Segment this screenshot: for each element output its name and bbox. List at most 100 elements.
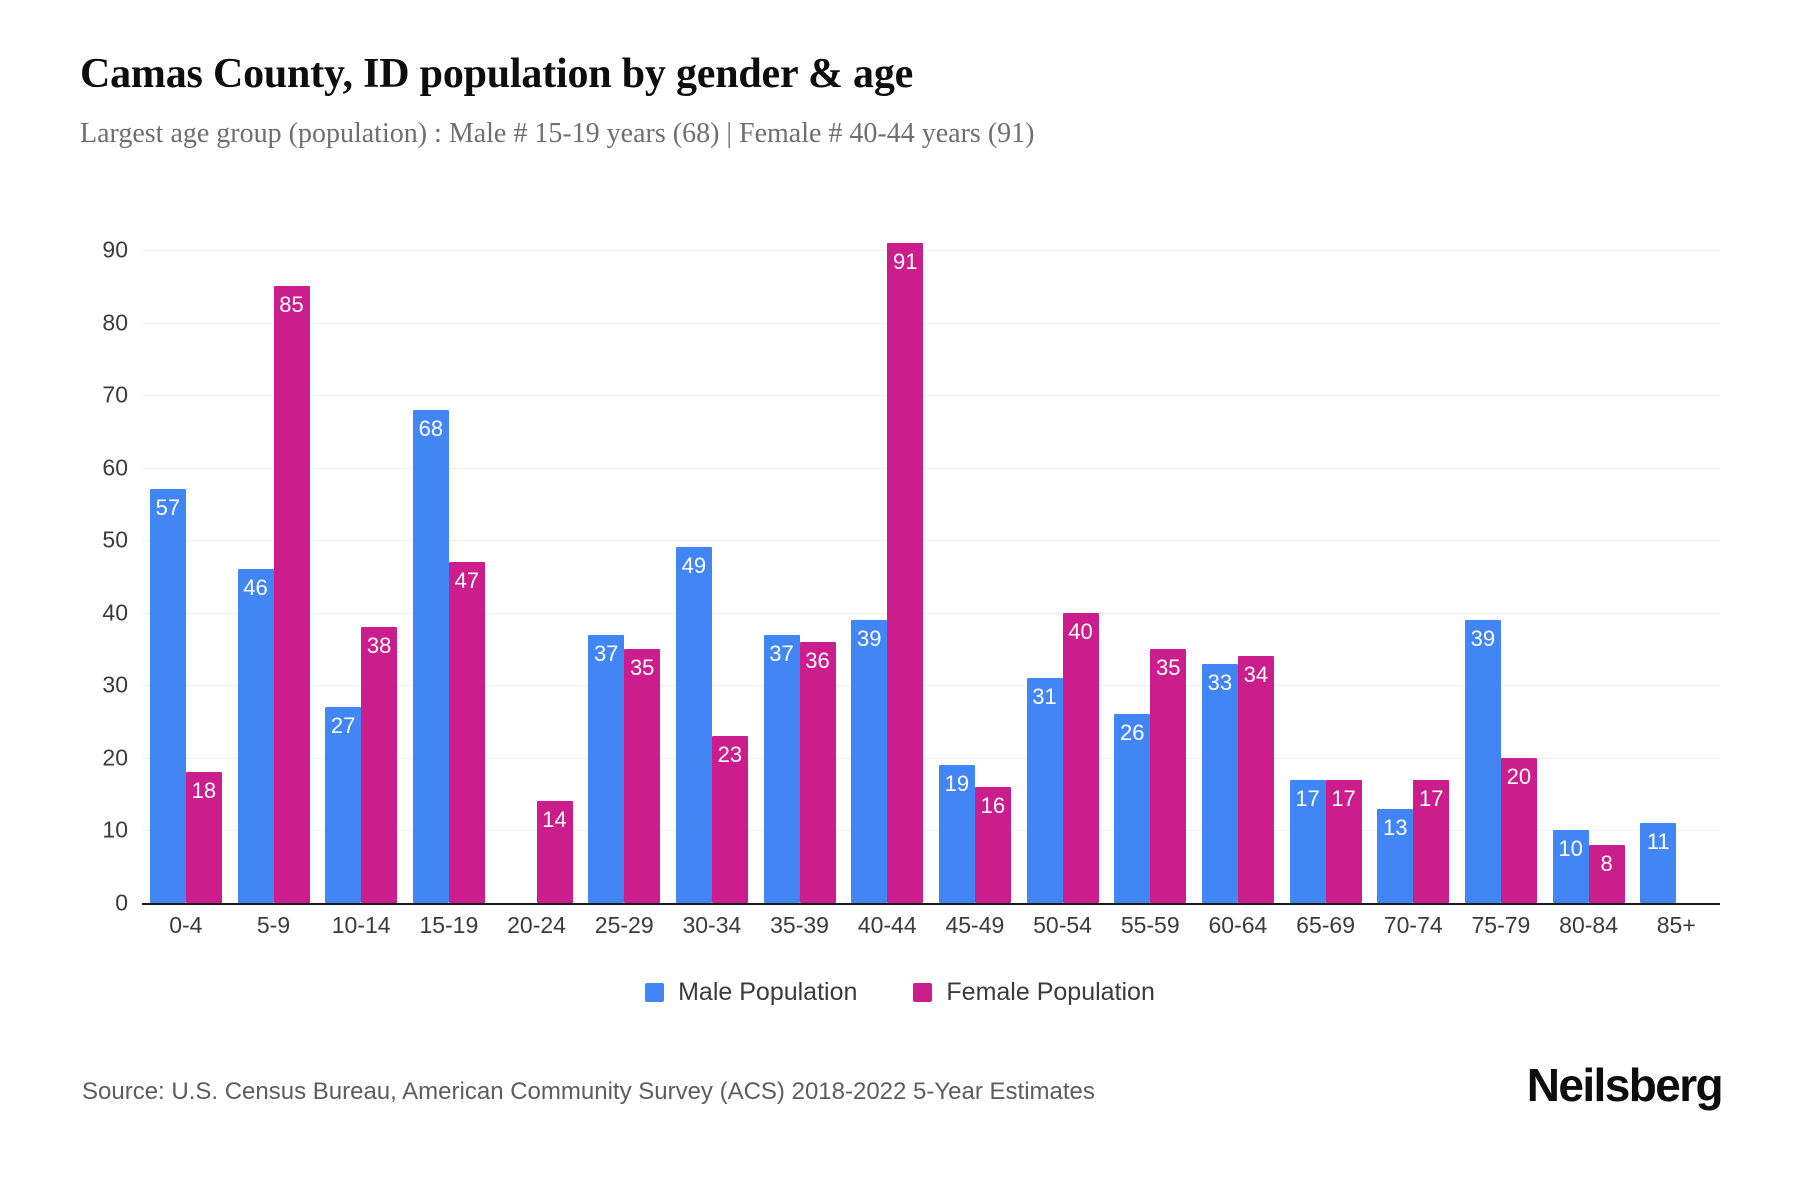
bar-group: 37 36 [756,250,844,903]
female-bar[interactable]: 85 [273,286,310,903]
bar-value-label: 33 [1207,669,1233,695]
bar-value-label: 38 [366,633,392,659]
bar-value-label: 18 [191,778,217,804]
male-bar[interactable]: 10 [1552,830,1589,903]
female-bar[interactable]: 40 [1062,612,1099,903]
x-axis-tick: 20-24 [507,912,566,938]
bar-value-label: 46 [243,575,268,601]
bar-group: 31 40 [1019,250,1107,903]
legend-swatch-female-icon [913,983,933,1002]
legend-label: Male Population [678,978,858,1006]
bar-value-label: 47 [454,568,480,593]
legend-swatch-male-icon [645,983,665,1002]
male-bar[interactable]: 57 [149,489,186,903]
legend-item[interactable]: Male Population [645,978,857,1007]
bar-value-label: 10 [1558,836,1583,862]
gridline [142,540,1720,542]
x-axis-tick: 25-29 [594,912,654,938]
bar-value-label: 26 [1119,720,1145,746]
bar-value-label: 91 [892,248,918,274]
bar-value-label: 19 [944,771,970,797]
x-axis-tick: 35-39 [770,912,829,938]
bar-value-label: 16 [980,792,1006,818]
bar-group: 19 16 [931,250,1019,903]
female-bar[interactable]: 34 [1237,656,1274,903]
x-axis-tick: 15-19 [419,912,479,938]
bar-value-label: 68 [418,415,444,441]
x-axis-tick: 60-64 [1208,912,1268,938]
bar-group: 17 17 [1282,250,1370,903]
bar-value-label: 39 [856,626,882,652]
x-axis-tick: 5-9 [256,912,291,938]
bar-value-label: 17 [1418,785,1444,811]
female-bar[interactable]: 14 [536,801,573,903]
bar-value-label: 40 [1068,618,1093,644]
male-bar[interactable]: 39 [1464,620,1501,903]
male-bar[interactable]: 39 [851,620,888,903]
x-axis-tick: 30-34 [682,912,742,938]
gridline [142,395,1720,397]
male-bar[interactable]: 33 [1201,663,1238,903]
male-bar[interactable]: 31 [1026,678,1063,903]
female-bar[interactable]: 47 [448,562,485,903]
plot-area: 0 10 20 30 40 50 60 70 80 90 57 18 46 85 27 38 68 47 14 37… [80,237,1720,916]
male-bar[interactable]: 17 [1289,779,1326,903]
bar-value-label: 37 [593,640,619,666]
female-bar[interactable]: 17 [1325,779,1362,903]
male-bar[interactable]: 37 [763,634,800,903]
bar-value-label: 27 [330,713,356,739]
male-bar[interactable]: 27 [325,707,362,903]
bar-group: 26 35 [1106,250,1194,903]
male-bar[interactable]: 49 [675,547,712,903]
female-bar[interactable]: 38 [361,627,398,903]
y-axis-tick: 70 [102,381,128,408]
male-bar[interactable]: 37 [588,634,625,903]
bar-group: 33 34 [1194,250,1282,903]
legend-label: Female Population [946,978,1155,1006]
brand-logo: Neilsberg [1526,1059,1724,1111]
male-bar[interactable]: 11 [1640,823,1677,903]
female-bar[interactable]: 35 [624,649,661,903]
y-axis-tick: 0 [115,889,128,916]
source-note: Source: U.S. Census Bureau, American Com… [82,1078,1095,1105]
gridline [142,757,1720,759]
female-bar[interactable]: 35 [1150,649,1187,903]
bar-group: 39 20 [1457,250,1545,903]
bar-value-label: 37 [769,640,794,666]
male-bar[interactable]: 13 [1377,808,1414,903]
female-bar[interactable]: 91 [887,242,924,903]
female-bar[interactable]: 8 [1588,844,1625,903]
y-axis: 0 10 20 30 40 50 60 70 80 90 [80,237,142,916]
y-axis-tick: 80 [102,309,128,336]
male-bar[interactable]: 46 [237,569,274,903]
x-axis-tick: 80-84 [1559,912,1618,938]
bar-value-label: 23 [717,742,743,768]
bar-value-label: 35 [1155,655,1181,681]
male-bar[interactable]: 68 [412,409,449,903]
x-axis-tick: 0-4 [169,912,203,938]
female-bar[interactable]: 16 [974,786,1011,903]
bar-group: 68 47 [405,250,493,903]
female-bar[interactable]: 17 [1413,779,1450,903]
male-bar[interactable]: 26 [1114,714,1151,903]
legend-item[interactable]: Female Population [913,978,1155,1007]
bar-value-label: 39 [1470,626,1496,652]
female-bar[interactable]: 36 [799,641,836,903]
bar-groups: 57 18 46 85 27 38 68 47 14 37 35 49 23 37 36 39 91 19 16 31… [142,242,1720,903]
male-bar[interactable]: 19 [938,765,975,903]
y-axis-tick: 30 [102,671,128,698]
female-bar[interactable]: 18 [185,772,222,903]
bar-value-label: 14 [542,807,567,833]
chart-header: Camas County, ID population by gender & … [80,48,1720,154]
y-axis-tick: 50 [102,526,128,553]
female-bar[interactable]: 23 [711,736,748,903]
bar-value-label: 13 [1382,814,1408,840]
bar-value-label: 17 [1295,785,1320,811]
gridline [142,250,1720,251]
bar-group: 57 18 [142,250,230,903]
female-bar[interactable]: 20 [1500,757,1537,903]
grid-area: 57 18 46 85 27 38 68 47 14 37 35 49 23 37 36 39 91 19 16 31… [142,242,1720,905]
x-axis-tick: 65-69 [1296,912,1355,938]
x-axis-tick: 70-74 [1383,912,1443,938]
